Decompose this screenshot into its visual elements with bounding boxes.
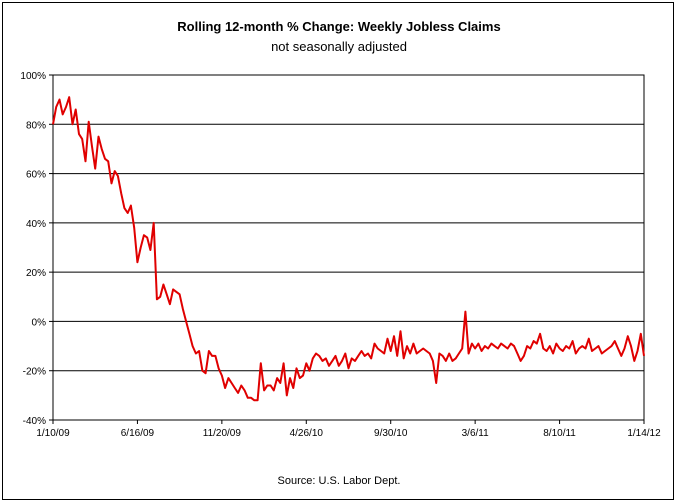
chart-title: Rolling 12-month % Change: Weekly Jobles… [177, 19, 501, 34]
y-tick-label: -40% [23, 416, 46, 427]
y-tick-label: 100% [20, 71, 46, 82]
x-tick-label: 6/16/09 [121, 428, 155, 439]
x-tick-label: 1/10/09 [36, 428, 70, 439]
x-tick-label: 3/6/11 [462, 428, 489, 439]
x-tick-label: 11/20/09 [203, 428, 242, 439]
y-tick-label: 0% [32, 317, 47, 328]
y-tick-label: 40% [26, 219, 46, 230]
x-tick-label: 9/30/10 [374, 428, 408, 439]
series-line [52, 96, 645, 402]
y-tick-label: 80% [26, 120, 46, 131]
chart-frame: Rolling 12-month % Change: Weekly Jobles… [2, 2, 674, 500]
y-tick-label: -20% [23, 367, 46, 378]
y-tick-label: 60% [26, 170, 46, 181]
x-tick-label: 4/26/10 [290, 428, 324, 439]
x-tick-label: 8/10/11 [543, 428, 576, 439]
x-tick-label: 1/14/12 [627, 428, 661, 439]
chart-source: Source: U.S. Labor Dept. [277, 475, 401, 487]
chart-subtitle: not seasonally adjusted [271, 39, 407, 54]
y-tick-label: 20% [26, 268, 46, 279]
